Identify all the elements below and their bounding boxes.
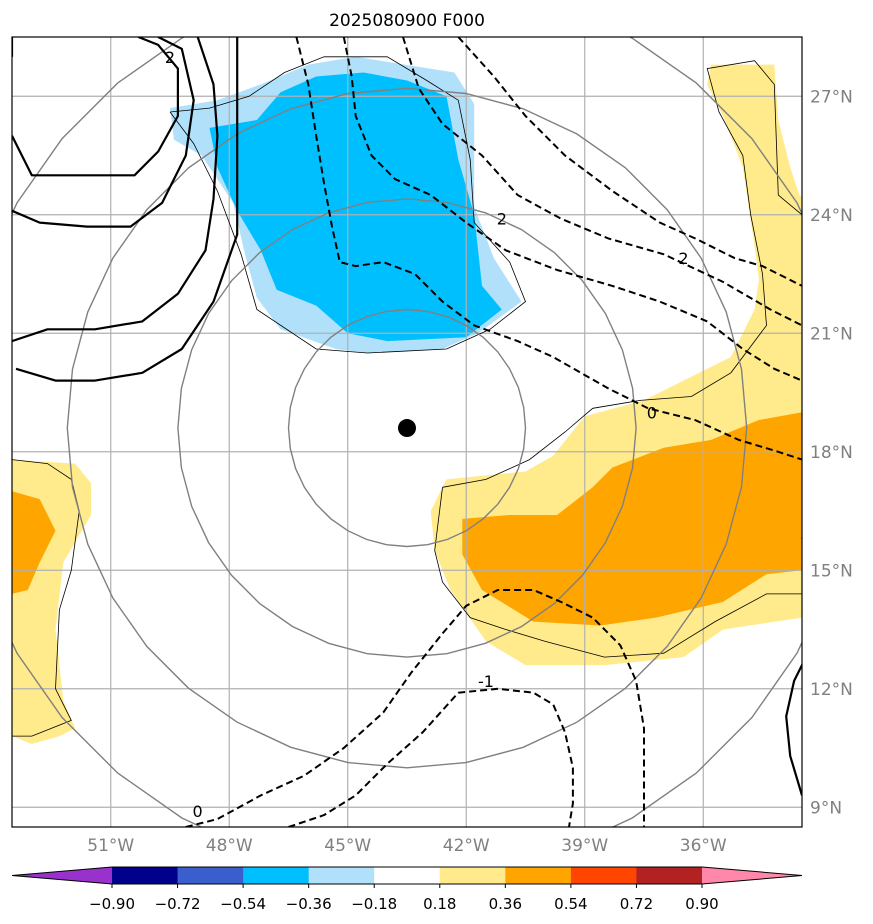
contour-outline [442,60,802,488]
range-ring [177,198,637,658]
x-tick-label: 45°W [324,836,371,856]
fill-negative-dark [209,72,502,342]
filled-contours [12,56,802,744]
x-axis-ticks: 51°W 48°W 45°W 42°W 39°W 36°W [87,836,727,856]
x-tick-label: 36°W [680,836,727,856]
solid-contour [785,662,802,796]
y-tick-label: 12°N [810,680,853,700]
fill-positive-light-ne [707,64,802,381]
dashed-contour [288,687,574,827]
plot-frame [11,36,803,828]
dashed-contour [185,589,645,827]
line-contours [12,37,802,827]
colorbar-tick-label: 0.90 [685,895,718,913]
colorbar-segment [243,867,310,884]
dashed-contour [457,37,802,287]
solid-contour [12,37,219,343]
x-tick-label: 51°W [87,836,134,856]
colorbar-tick-label: 0.18 [423,895,456,913]
contour-label: 0 [193,802,203,821]
colorbar-tick-label: −0.36 [286,895,332,913]
contour-outline [12,459,80,737]
x-tick-label: 42°W [443,836,490,856]
gridlines [12,37,802,827]
y-tick-label: 27°N [810,87,853,107]
colorbar-tick-label: 0.36 [489,895,522,913]
solid-contour [12,37,179,177]
colorbar-extend-high [702,867,802,884]
contour-label: 2 [165,48,175,67]
dashed-contour [295,37,802,461]
range-rings [12,37,802,827]
x-tick-label: 39°W [561,836,608,856]
colorbar-tick-label: −0.90 [89,895,135,913]
colorbar-tick-label: −0.18 [351,895,397,913]
colorbar-segment [112,867,179,884]
range-ring [287,308,527,548]
colorbar-tick-label: −0.54 [220,895,266,913]
y-tick-label: 15°N [810,561,853,581]
solid-contour [12,37,195,228]
fill-positive-dark-west [12,491,56,594]
colorbar-segment [374,867,441,884]
thin-outlines [12,56,802,737]
colorbar-segment [570,867,637,884]
fill-positive-dark-east [462,412,802,626]
colorbar-segment [505,867,572,884]
contour-label: 2 [678,249,688,268]
colorbar-tick-label: 0.72 [620,895,653,913]
colorbar-segment [308,867,375,884]
y-axis-ticks: 9°N 12°N 15°N 18°N 21°N 24°N 27°N [810,87,853,818]
contour-label: 2 [497,210,507,229]
y-tick-label: 18°N [810,443,853,463]
x-tick-label: 48°W [206,836,253,856]
storm-center-marker [398,419,416,438]
colorbar-tick-label: −0.72 [155,895,201,913]
colorbar-extend-low [12,867,112,884]
y-tick-label: 21°N [810,324,853,344]
solid-contour [15,37,239,382]
colorbar-segment [177,867,244,884]
contour-labels: 2 2 2 0 0 -1 [165,48,689,821]
colorbar: −0.90 −0.72 −0.54 −0.36 −0.18 0.18 0.36 0.54 0.7… [11,866,803,913]
colorbar-tick-label: 0.54 [554,895,587,913]
solid-contour [801,536,802,539]
range-ring [12,37,802,827]
y-tick-label: 9°N [810,798,842,818]
contour-outline [169,56,526,354]
colorbar-segment [636,867,703,884]
colorbar-segment [439,867,506,884]
contour-label: 0 [647,403,657,422]
dashed-contour [402,37,802,327]
dashed-contour [342,37,802,382]
range-ring [66,87,748,769]
chart-title: 2025080900 F000 [329,11,485,31]
y-tick-label: 24°N [810,206,853,226]
contour-outline [434,487,802,658]
contour-label: -1 [478,672,494,691]
